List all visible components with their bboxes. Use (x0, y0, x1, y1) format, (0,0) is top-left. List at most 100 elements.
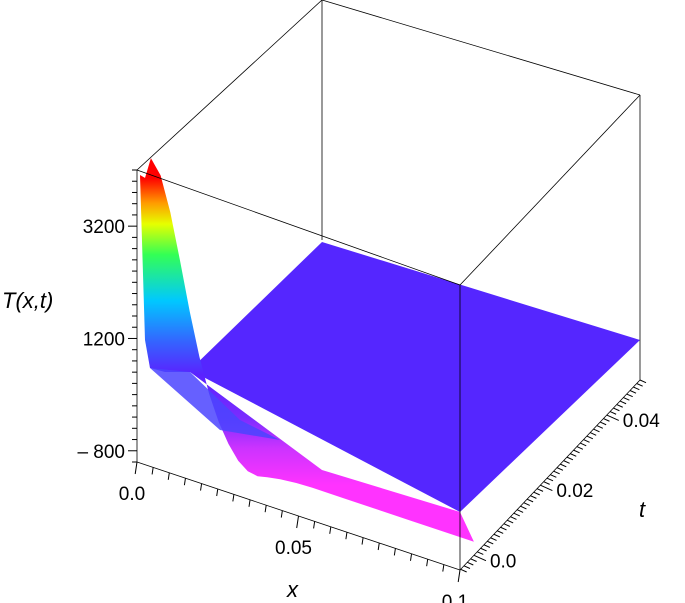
y-minor-tick (510, 516, 517, 520)
y-minor-tick (619, 400, 627, 405)
y-minor-tick (626, 393, 633, 398)
y-minor-tick (480, 547, 487, 552)
y-minor-tick (496, 530, 504, 534)
x-major-tick (134, 461, 138, 475)
x-minor-tick (345, 532, 348, 540)
y-minor-tick (487, 540, 494, 545)
y-minor-tick (470, 558, 477, 562)
y-minor-tick (556, 467, 564, 471)
x-minor-tick (183, 478, 186, 486)
x-major-tick (457, 569, 461, 583)
y-minor-tick (460, 568, 467, 573)
y-minor-tick (633, 386, 640, 391)
y-minor-tick (616, 404, 623, 408)
x-minor-tick (393, 548, 396, 556)
y-minor-tick (533, 491, 540, 496)
y-axis-title: t (639, 497, 646, 522)
x-tick-label: 0.0 (119, 484, 145, 505)
y-minor-tick (463, 565, 471, 569)
surface-transition (150, 368, 280, 440)
x-minor-tick (377, 542, 380, 551)
y-minor-tick (596, 425, 604, 429)
y-minor-tick (580, 442, 587, 447)
z-axis-ticks (128, 169, 137, 463)
z-tick-label: – 800 (77, 442, 125, 463)
x-minor-tick (329, 526, 332, 534)
y-minor-tick (503, 523, 511, 527)
surface-plateau (190, 242, 640, 512)
y-minor-tick (639, 379, 647, 384)
x-axis-ticks (134, 461, 461, 583)
y-major-tick (540, 484, 553, 492)
y-minor-tick (526, 498, 534, 503)
z-axis-title: T(x,t) (2, 288, 53, 313)
y-minor-tick (523, 502, 530, 506)
y-minor-tick (490, 537, 497, 541)
y-minor-tick (536, 488, 544, 492)
z-tick-label: 3200 (83, 217, 125, 238)
x-major-tick (296, 515, 299, 529)
y-tick-label: 0.02 (556, 481, 593, 502)
y-minor-tick (543, 481, 550, 485)
x-minor-tick (361, 537, 364, 545)
x-minor-tick (151, 467, 154, 475)
x-minor-tick (280, 510, 283, 518)
y-minor-tick (573, 449, 580, 454)
y-minor-tick (563, 460, 570, 464)
y-minor-tick (593, 428, 600, 433)
x-minor-tick (248, 499, 251, 507)
y-minor-tick (513, 512, 521, 517)
y-minor-tick (576, 446, 584, 450)
y-minor-tick (550, 474, 557, 478)
z-tick-label: 1200 (83, 329, 125, 350)
y-minor-tick (467, 561, 474, 566)
x-axis-title: x (286, 577, 299, 602)
y-minor-tick (560, 463, 567, 468)
y-minor-tick (599, 421, 607, 426)
x-minor-tick (313, 521, 316, 529)
y-axis-ticks (460, 379, 647, 573)
temperature-surface (140, 158, 640, 542)
bounding-box-front (136, 94, 641, 571)
y-tick-label: 0.04 (623, 411, 660, 432)
surface-front-profile (145, 158, 474, 542)
x-minor-tick (167, 472, 170, 480)
y-minor-tick (516, 509, 524, 513)
y-minor-tick (589, 432, 597, 436)
x-minor-tick (264, 505, 267, 513)
x-minor-tick (232, 494, 235, 502)
x-minor-tick (200, 483, 203, 491)
y-minor-tick (629, 390, 637, 394)
y-tick-label: 0.0 (490, 551, 516, 572)
y-minor-tick (500, 526, 507, 531)
y-major-tick (473, 554, 487, 562)
y-minor-tick (553, 470, 560, 475)
y-minor-tick (493, 533, 501, 538)
x-tick-label: 0.1 (442, 592, 468, 603)
x-minor-tick (216, 488, 219, 497)
y-minor-tick (609, 411, 617, 415)
y-minor-tick (570, 453, 577, 457)
x-minor-tick (426, 559, 429, 567)
y-minor-tick (603, 418, 610, 422)
y-minor-tick (623, 397, 630, 401)
y-minor-tick (566, 456, 574, 461)
x-tick-label: 0.05 (275, 538, 312, 559)
y-minor-tick (636, 383, 643, 387)
y-minor-tick (530, 495, 537, 499)
y-minor-tick (520, 505, 527, 510)
y-minor-tick (477, 551, 484, 555)
y-minor-tick (613, 407, 620, 412)
z-axis-tick-labels: – 800 1200 3200 (77, 217, 125, 463)
surface-left-profile (140, 175, 195, 372)
x-minor-tick (410, 553, 413, 561)
y-major-tick (606, 414, 619, 421)
bounding-box-back (136, 0, 641, 462)
y-minor-tick (583, 439, 590, 443)
x-axis-tick-labels: 0.0 0.05 0.1 (119, 484, 468, 603)
x-minor-tick (442, 564, 445, 572)
y-axis-tick-labels: 0.0 0.02 0.04 (490, 411, 660, 572)
y-minor-tick (546, 477, 554, 482)
y-minor-tick (483, 544, 491, 548)
